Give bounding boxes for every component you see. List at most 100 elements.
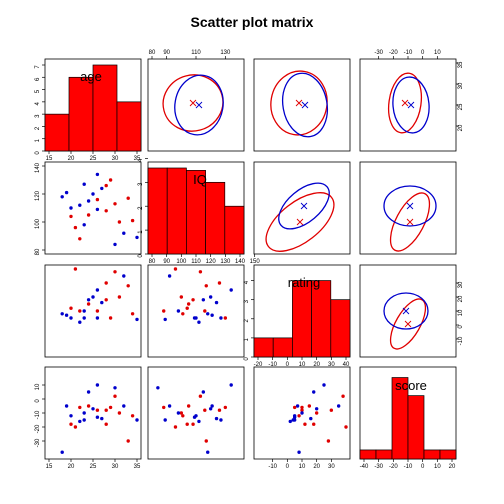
scatter-point-IQ-score-3 [173, 425, 178, 429]
scatter-point-age-rating-20 [82, 309, 86, 313]
tick-label-score--10: -10 [404, 50, 413, 56]
scatter-point-age-score-25 [86, 390, 91, 394]
scatter-point-rating-score-25 [312, 390, 316, 394]
scatter-point-IQ-rating-4 [162, 309, 166, 313]
tick-label-IQ-130: 130 [220, 259, 231, 265]
scatter-point-age-rating-24 [130, 312, 135, 316]
ytick-label-score--10: -10 [35, 410, 41, 419]
tick-label-rating-20: 20 [313, 362, 320, 368]
center-cross-score-age-group-2 [407, 101, 415, 109]
tick-label-age-30: 30 [112, 156, 119, 162]
ytick-label-IQh-0: 0 [138, 254, 144, 258]
tick-label-age-20: 20 [68, 464, 75, 470]
scatter-point-age-score-7 [86, 404, 91, 408]
center-cross-score-IQ-group-2 [406, 202, 414, 210]
scatter-point-IQ-rating-11 [214, 300, 219, 305]
scatter-point-IQ-rating-0 [206, 312, 210, 316]
scatter-point-age-IQ-1 [64, 190, 69, 195]
scatter-point-IQ-score-12 [191, 422, 195, 426]
tick-label-age-15: 15 [46, 156, 53, 162]
tick-label-IQ-100: 100 [176, 259, 187, 265]
scatter-point-age-score-13 [108, 405, 113, 410]
ytick-label-IQ-140: 140 [35, 162, 41, 173]
scatter-point-age-score-6 [82, 418, 86, 422]
tick-label-IQ-90: 90 [163, 50, 170, 56]
ellipse-group-rating-age [270, 70, 329, 138]
scatter-point-IQ-score-22 [217, 408, 222, 412]
scatter-point-age-IQ-8 [91, 192, 95, 196]
panel-rating-IQ [147, 264, 245, 358]
scatter-point-age-rating-21 [95, 316, 100, 320]
scatter-point-IQ-score-25 [201, 390, 206, 394]
ellipse-score-IQ-group-1 [389, 192, 431, 252]
tick-label-score--20: -20 [389, 50, 398, 56]
tick-label-rating-30: 30 [328, 464, 335, 470]
scatter-point-age-score-9 [95, 383, 100, 387]
center-cross-score-rating-group-2 [402, 307, 410, 315]
ytick-label-age-25: 25 [458, 103, 464, 110]
tick-label-age-15: 15 [46, 464, 53, 470]
panel-IQ-rating [253, 161, 351, 255]
ytick-label-score-0: 0 [35, 399, 41, 403]
ytick-label-IQh-3: 3 [138, 182, 144, 186]
ytick-label-score-10: 10 [35, 383, 41, 390]
scatter-point-IQ-score-4 [162, 405, 166, 410]
tick-label-score--30: -30 [374, 464, 383, 470]
ellipse-score-IQ-group-2 [383, 185, 437, 227]
tick-label-IQ-90: 90 [163, 259, 170, 265]
scatter-point-age-rating-2 [69, 316, 73, 320]
tick-label-score-20: 20 [449, 464, 456, 470]
scatter-point-age-IQ-7 [86, 213, 91, 217]
scatter-point-age-score-2 [69, 414, 73, 418]
tick-label-IQ-130: 130 [220, 50, 231, 56]
scatter-point-IQ-rating-10 [203, 309, 207, 313]
scatter-point-age-score-22 [104, 408, 108, 412]
scatter-point-age-score-16 [117, 411, 122, 415]
scatter-point-rating-score-7 [307, 404, 312, 408]
var-label-age: age [80, 69, 102, 84]
ellipse-group-IQ-age [162, 74, 224, 136]
scatter-point-age-rating-22 [104, 281, 108, 285]
scatter-point-IQ-rating-8 [208, 295, 213, 299]
center-cross-rating-IQ-group-2 [300, 202, 308, 210]
ytick-label-ageh-1: 1 [35, 138, 41, 142]
scatter-point-IQ-score-24 [181, 414, 185, 418]
scatter-point-rating-score-5 [288, 419, 292, 424]
ytick-label-age-35: 35 [458, 61, 464, 68]
tick-label-score--10: -10 [404, 464, 413, 470]
scatter-point-IQ-rating-20 [176, 309, 181, 313]
ytick-label-ageh-5: 5 [35, 89, 41, 93]
tick-label-rating-10: 10 [299, 464, 306, 470]
tick-label-score--20: -20 [389, 464, 398, 470]
tick-label-rating--10: -10 [268, 362, 277, 368]
scatter-point-age-score-0 [60, 450, 64, 454]
scatter-point-rating-score-22 [329, 408, 334, 412]
ytick-label-rating-10: 10 [458, 309, 464, 316]
hist-bar-rating-2 [292, 280, 312, 358]
tick-label-age-20: 20 [68, 156, 75, 162]
ellipse-score-rating-group-2 [383, 292, 429, 330]
hist-bar-rating-3 [311, 280, 332, 358]
ellipse-score-rating-group-1 [389, 298, 427, 350]
scatter-point-rating-score-21 [292, 415, 297, 419]
tick-label-score--40: -40 [360, 464, 369, 470]
scatter-point-age-IQ-24 [130, 218, 135, 223]
scatter-point-IQ-rating-1 [210, 313, 214, 317]
hist-bar-IQ-1 [166, 167, 187, 255]
scatter-point-IQ-rating-14 [198, 270, 203, 274]
scatter-point-IQ-rating-23 [167, 274, 172, 278]
scatter-point-age-rating-8 [91, 295, 95, 299]
ytick-label-ratingh-0: 0 [244, 357, 250, 361]
tick-label-rating-0: 0 [286, 464, 290, 470]
scatter-point-age-rating-0 [60, 312, 64, 316]
scatter-point-age-IQ-14 [113, 202, 117, 206]
scatter-point-IQ-score-6 [219, 418, 223, 422]
scatter-point-IQ-rating-17 [204, 284, 208, 288]
hist-bar-rating-4 [330, 299, 351, 358]
scatter-point-rating-score-9 [322, 383, 326, 387]
ellipse-group-score-rating [383, 292, 429, 350]
scatter-point-rating-score-24 [297, 414, 301, 418]
ytick-label-ratingh-2: 2 [244, 318, 250, 322]
ytick-label-age-30: 30 [458, 82, 464, 89]
